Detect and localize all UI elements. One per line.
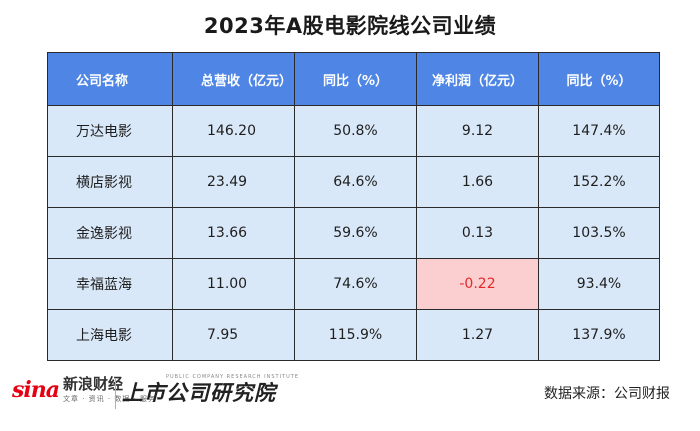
net-profit-cell: 1.66: [416, 156, 539, 208]
table-row: 金逸影视 13.66 59.6% 0.13 103.5%: [47, 207, 660, 259]
table-header-row: 公司名称 总营收（亿元） 同比（%） 净利润（亿元） 同比（%）: [47, 52, 660, 106]
company-name-cell: 上海电影: [47, 309, 173, 361]
column-header-net-profit: 净利润（亿元）: [416, 52, 539, 106]
profit-yoy-cell: 93.4%: [538, 258, 660, 310]
profit-yoy-cell: 152.2%: [538, 156, 660, 208]
brand-tagline: 文章 · 资讯 · 数据 · 服务: [63, 395, 157, 403]
column-header-revenue-yoy: 同比（%）: [294, 52, 417, 106]
institute-logo: PUBLIC COMPANY RESEARCH INSTITUTE 上市公司研究…: [122, 374, 299, 406]
footer-divider: [115, 379, 116, 409]
column-header-company: 公司名称: [47, 52, 173, 106]
revenue-cell: 23.49: [172, 156, 295, 208]
revenue-yoy-cell: 115.9%: [294, 309, 417, 361]
net-profit-cell: 9.12: [416, 105, 539, 157]
profit-yoy-cell: 103.5%: [538, 207, 660, 259]
column-header-profit-yoy: 同比（%）: [538, 52, 660, 106]
company-name-cell: 幸福蓝海: [47, 258, 173, 310]
revenue-cell: 11.00: [172, 258, 295, 310]
page-title: 2023年A股电影院线公司业绩: [203, 14, 497, 38]
company-name-cell: 万达电影: [47, 105, 173, 157]
brand-block: 新浪财经 文章 · 资讯 · 数据 · 服务: [63, 376, 156, 404]
company-name-cell: 金逸影视: [47, 207, 173, 259]
net-profit-cell: 0.13: [416, 207, 539, 259]
net-profit-cell: 1.27: [416, 309, 539, 361]
profit-yoy-cell: 137.9%: [538, 309, 660, 361]
net-profit-cell-negative: -0.22: [416, 258, 539, 310]
table-row: 幸福蓝海 11.00 74.6% -0.22 93.4%: [47, 258, 660, 310]
table-row: 万达电影 146.20 50.8% 9.12 147.4%: [47, 105, 660, 157]
sina-finance-logo: sina 新浪财经 文章 · 资讯 · 数据 · 服务: [12, 376, 156, 404]
data-source-note: 数据来源：公司财报: [544, 386, 670, 402]
table-row: 上海电影 7.95 115.9% 1.27 137.9%: [47, 309, 660, 361]
company-name-cell: 横店影视: [47, 156, 173, 208]
revenue-cell: 7.95: [172, 309, 295, 361]
sina-logo-mark: sina: [12, 377, 60, 403]
revenue-yoy-cell: 64.6%: [294, 156, 417, 208]
profit-yoy-cell: 147.4%: [538, 105, 660, 157]
revenue-cell: 13.66: [172, 207, 295, 259]
column-header-revenue: 总营收（亿元）: [172, 52, 295, 106]
revenue-yoy-cell: 74.6%: [294, 258, 417, 310]
table-row: 横店影视 23.49 64.6% 1.66 152.2%: [47, 156, 660, 208]
revenue-yoy-cell: 50.8%: [294, 105, 417, 157]
revenue-yoy-cell: 59.6%: [294, 207, 417, 259]
revenue-cell: 146.20: [172, 105, 295, 157]
brand-name: 新浪财经: [63, 375, 124, 393]
institute-name: 上市公司研究院: [122, 380, 276, 405]
performance-table: 公司名称 总营收（亿元） 同比（%） 净利润（亿元） 同比（%） 万达电影 14…: [47, 52, 660, 361]
institute-english-name: PUBLIC COMPANY RESEARCH INSTITUTE: [166, 374, 299, 380]
